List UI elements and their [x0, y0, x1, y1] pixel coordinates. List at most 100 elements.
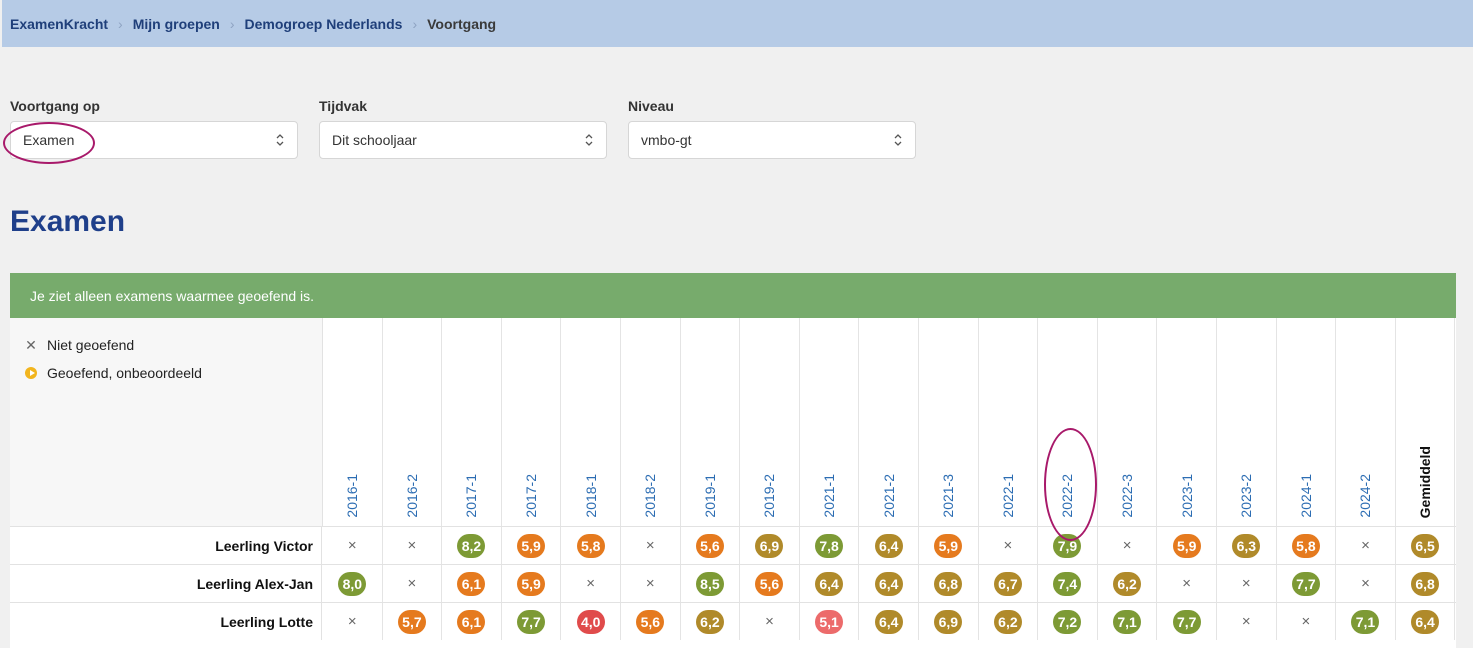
- legend: ✕ Niet geoefend Geoefend, onbeoordeeld: [10, 318, 323, 526]
- score-badge[interactable]: 7,7: [517, 609, 546, 634]
- score-badge[interactable]: 7,7: [1172, 609, 1201, 634]
- score-badge[interactable]: 7,2: [1053, 609, 1082, 634]
- score-badge[interactable]: 6,4: [874, 571, 903, 596]
- score-cell: 5,6: [740, 565, 800, 602]
- score-cell: 5,1: [800, 603, 860, 640]
- score-badge[interactable]: 6,8: [934, 571, 963, 596]
- score-badge[interactable]: 6,2: [993, 609, 1022, 634]
- score-cell: 7,9: [1038, 527, 1098, 564]
- score-badge[interactable]: 6,2: [1113, 571, 1142, 596]
- progress-table: ✕ Niet geoefend Geoefend, onbeoordeeld 2…: [10, 318, 1456, 648]
- score-badge[interactable]: 5,9: [934, 533, 963, 558]
- score-badge[interactable]: 6,9: [755, 533, 784, 558]
- score-badge[interactable]: 8,5: [695, 571, 724, 596]
- score-cell: 7,2: [1038, 603, 1098, 640]
- column-header-label: 2018-1: [582, 474, 599, 518]
- score-badge[interactable]: 5,6: [695, 533, 724, 558]
- score-cell: 8,2: [442, 527, 502, 564]
- student-name[interactable]: Leerling Lotte: [10, 603, 322, 640]
- score-badge[interactable]: 7,9: [1053, 533, 1082, 558]
- column-header-2019-1[interactable]: 2019-1: [681, 318, 741, 526]
- score-badge[interactable]: 7,8: [815, 533, 844, 558]
- score-badge[interactable]: 5,9: [517, 571, 546, 596]
- score-badge[interactable]: 8,0: [338, 571, 367, 596]
- score-badge[interactable]: 6,8: [1411, 571, 1440, 596]
- niveau-select[interactable]: vmbo-gt: [628, 121, 916, 159]
- score-cell: 6,2: [1098, 565, 1158, 602]
- score-badge[interactable]: 6,7: [993, 571, 1022, 596]
- column-header-2017-1[interactable]: 2017-1: [442, 318, 502, 526]
- column-header-2018-2[interactable]: 2018-2: [621, 318, 681, 526]
- column-header-label: 2016-2: [403, 474, 420, 518]
- score-cell: 6,4: [859, 565, 919, 602]
- not-practiced-icon: ×: [765, 613, 774, 630]
- score-badge[interactable]: 7,1: [1113, 609, 1142, 634]
- column-header-2022-3[interactable]: 2022-3: [1098, 318, 1158, 526]
- score-badge[interactable]: 5,8: [576, 533, 605, 558]
- column-header-2024-1[interactable]: 2024-1: [1277, 318, 1337, 526]
- score-cell: 7,7: [1157, 603, 1217, 640]
- column-header-label: 2022-2: [1059, 474, 1076, 518]
- score-cell: 6,5: [1396, 527, 1456, 564]
- highlight-circle-examen: [3, 122, 95, 164]
- score-badge[interactable]: 8,2: [457, 533, 486, 558]
- score-cell: 5,8: [561, 527, 621, 564]
- score-cell: 6,3: [1217, 527, 1277, 564]
- score-cell: 7,4: [1038, 565, 1098, 602]
- column-header-2017-2[interactable]: 2017-2: [502, 318, 562, 526]
- score-badge[interactable]: 6,5: [1411, 533, 1440, 558]
- column-header-2016-2[interactable]: 2016-2: [383, 318, 443, 526]
- column-header-2019-2[interactable]: 2019-2: [740, 318, 800, 526]
- score-badge[interactable]: 6,4: [874, 609, 903, 634]
- score-cell: 6,2: [681, 603, 741, 640]
- score-badge[interactable]: 5,6: [636, 609, 665, 634]
- score-badge[interactable]: 5,9: [1172, 533, 1201, 558]
- score-cell: 5,6: [681, 527, 741, 564]
- student-name[interactable]: Leerling Victor: [10, 527, 322, 564]
- not-practiced-icon: ×: [1361, 575, 1370, 592]
- score-badge[interactable]: 4,0: [576, 609, 605, 634]
- tijdvak-select[interactable]: Dit schooljaar: [319, 121, 607, 159]
- score-cell: 6,4: [859, 527, 919, 564]
- student-name[interactable]: Leerling Alex-Jan: [10, 565, 322, 602]
- column-header-2018-1[interactable]: 2018-1: [561, 318, 621, 526]
- column-header-2016-1[interactable]: 2016-1: [323, 318, 383, 526]
- column-header-2021-3[interactable]: 2021-3: [919, 318, 979, 526]
- score-badge[interactable]: 6,1: [457, 609, 486, 634]
- legend-item-practiced-ungraded: Geoefend, onbeoordeeld: [10, 359, 322, 387]
- score-badge[interactable]: 5,1: [815, 609, 844, 634]
- score-badge[interactable]: 6,2: [695, 609, 724, 634]
- score-badge[interactable]: 5,8: [1291, 533, 1320, 558]
- score-badge[interactable]: 6,4: [874, 533, 903, 558]
- score-cell: 6,9: [919, 603, 979, 640]
- column-header-label: Gemiddeld: [1417, 445, 1434, 518]
- breadcrumb-examenkracht[interactable]: ExamenKracht: [10, 15, 109, 32]
- score-badge[interactable]: 7,7: [1291, 571, 1320, 596]
- score-badge[interactable]: 7,1: [1351, 609, 1380, 634]
- column-header-2021-2[interactable]: 2021-2: [859, 318, 919, 526]
- score-cell: ×: [1336, 565, 1396, 602]
- column-header-label: 2021-1: [821, 474, 838, 518]
- score-cell: 6,8: [919, 565, 979, 602]
- column-header-label: 2022-3: [1119, 474, 1136, 518]
- not-practiced-icon: ×: [347, 613, 357, 630]
- score-badge[interactable]: 7,4: [1053, 571, 1082, 596]
- score-badge[interactable]: 5,6: [755, 571, 784, 596]
- breadcrumb-mijn-groepen[interactable]: Mijn groepen: [132, 15, 220, 32]
- column-header-2023-1[interactable]: 2023-1: [1157, 318, 1217, 526]
- score-badge[interactable]: 6,9: [934, 609, 963, 634]
- column-header-2023-2[interactable]: 2023-2: [1217, 318, 1277, 526]
- score-badge[interactable]: 6,1: [457, 571, 486, 596]
- column-header-2022-1[interactable]: 2022-1: [979, 318, 1039, 526]
- score-badge[interactable]: 5,7: [397, 609, 426, 634]
- score-cell: ×: [1217, 603, 1277, 640]
- breadcrumb-demogroep[interactable]: Demogroep Nederlands: [244, 15, 403, 32]
- score-badge[interactable]: 6,3: [1232, 533, 1261, 558]
- score-badge[interactable]: 6,4: [815, 571, 844, 596]
- score-badge[interactable]: 6,4: [1411, 609, 1440, 634]
- column-header-2022-2[interactable]: 2022-2: [1038, 318, 1098, 526]
- score-badge[interactable]: 5,9: [517, 533, 546, 558]
- column-header-2021-1[interactable]: 2021-1: [800, 318, 860, 526]
- column-header-2024-2[interactable]: 2024-2: [1336, 318, 1396, 526]
- score-cell: 8,5: [681, 565, 741, 602]
